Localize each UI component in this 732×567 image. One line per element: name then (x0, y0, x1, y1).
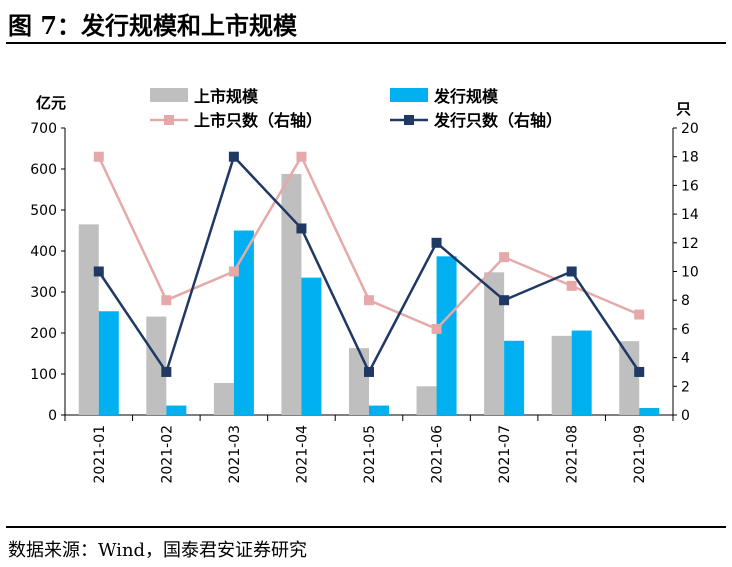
right-tick-label: 0 (681, 408, 690, 424)
point-marker (228, 151, 239, 162)
left-tick-label: 0 (48, 408, 57, 424)
source-note: 数据来源：Wind，国泰君安证券研究 (8, 540, 308, 561)
left-tick-label: 300 (30, 285, 57, 301)
bar (619, 341, 640, 415)
bar (551, 335, 572, 415)
point-marker (566, 280, 577, 291)
x-tick-label: 2021-05 (362, 425, 378, 484)
bar (233, 230, 254, 415)
point-marker (228, 266, 239, 277)
bar (213, 383, 234, 415)
bar (98, 311, 119, 415)
right-tick-label: 4 (681, 351, 690, 367)
point-marker (431, 323, 442, 334)
bar (349, 348, 369, 415)
bar (146, 316, 167, 415)
point-marker (634, 366, 645, 377)
x-tick-label: 2021-03 (227, 425, 243, 484)
right-tick-label: 14 (681, 207, 699, 223)
x-tick-label: 2021-08 (565, 425, 581, 484)
right-tick-label: 12 (681, 236, 699, 252)
point-marker (634, 309, 645, 320)
title-rule (6, 42, 726, 44)
right-axis-unit: 只 (676, 100, 691, 118)
bar (281, 173, 302, 415)
bar (301, 277, 322, 415)
chart-axes: 0 100 200 300 400 500 600 700 0 2 4 6 8 10 12 14 16 18 20 亿… (30, 94, 699, 484)
right-tick-label: 18 (681, 150, 699, 166)
x-tick-label: 2021-06 (430, 425, 446, 484)
left-tick-label: 500 (30, 203, 57, 219)
legend-label: 上市只数（右轴） (194, 111, 322, 130)
left-tick-label: 200 (30, 326, 57, 342)
legend-swatch (150, 88, 188, 102)
figure-title: 图 7：发行规模和上市规模 (8, 11, 298, 40)
legend-label: 发行规模 (433, 87, 499, 106)
right-tick-label: 6 (681, 322, 690, 338)
left-tick-label: 700 (30, 121, 57, 137)
left-tick-label: 100 (30, 367, 57, 383)
point-marker (296, 223, 307, 234)
x-tick-label: 2021-02 (159, 425, 175, 484)
bar (504, 340, 525, 415)
x-tick-label: 2021-04 (294, 425, 310, 484)
right-tick-label: 8 (681, 293, 690, 309)
legend-marker (164, 115, 174, 125)
bar (484, 272, 505, 415)
bar (639, 408, 660, 415)
point-marker (499, 252, 510, 263)
x-tick-label: 2021-01 (92, 425, 108, 484)
point-marker (161, 295, 172, 306)
bar (416, 386, 437, 415)
point-marker (566, 266, 577, 277)
right-tick-label: 10 (681, 265, 699, 281)
point-marker (296, 151, 307, 162)
bar (78, 224, 99, 415)
legend-label: 上市规模 (194, 87, 259, 106)
chart-lines (93, 151, 645, 377)
point-marker (364, 366, 374, 377)
right-tick-label: 16 (681, 178, 699, 194)
left-tick-label: 600 (30, 162, 57, 178)
chart-bars (78, 173, 660, 415)
legend-swatch (390, 88, 428, 102)
point-marker (499, 295, 510, 306)
left-tick-label: 400 (30, 244, 57, 260)
x-tick-label: 2021-07 (497, 425, 513, 484)
bar (571, 330, 592, 415)
bar (166, 405, 187, 415)
legend-marker (404, 115, 414, 125)
right-tick-label: 2 (681, 379, 690, 395)
source-rule (6, 526, 726, 528)
bar (369, 405, 389, 415)
x-tick-label: 2021-09 (632, 425, 648, 484)
right-tick-label: 20 (681, 121, 699, 137)
bar (436, 256, 457, 415)
point-marker (431, 237, 442, 248)
point-marker (93, 266, 104, 277)
point-marker (161, 366, 172, 377)
point-marker (364, 295, 374, 306)
point-marker (93, 151, 104, 162)
left-axis-unit: 亿元 (36, 94, 66, 112)
legend-label: 发行只数（右轴） (433, 111, 562, 130)
